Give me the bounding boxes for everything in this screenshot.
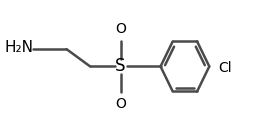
Text: O: O bbox=[115, 97, 126, 111]
Text: O: O bbox=[115, 22, 126, 36]
Text: H₂N: H₂N bbox=[5, 40, 34, 55]
Text: S: S bbox=[115, 57, 126, 75]
Text: Cl: Cl bbox=[218, 61, 231, 75]
